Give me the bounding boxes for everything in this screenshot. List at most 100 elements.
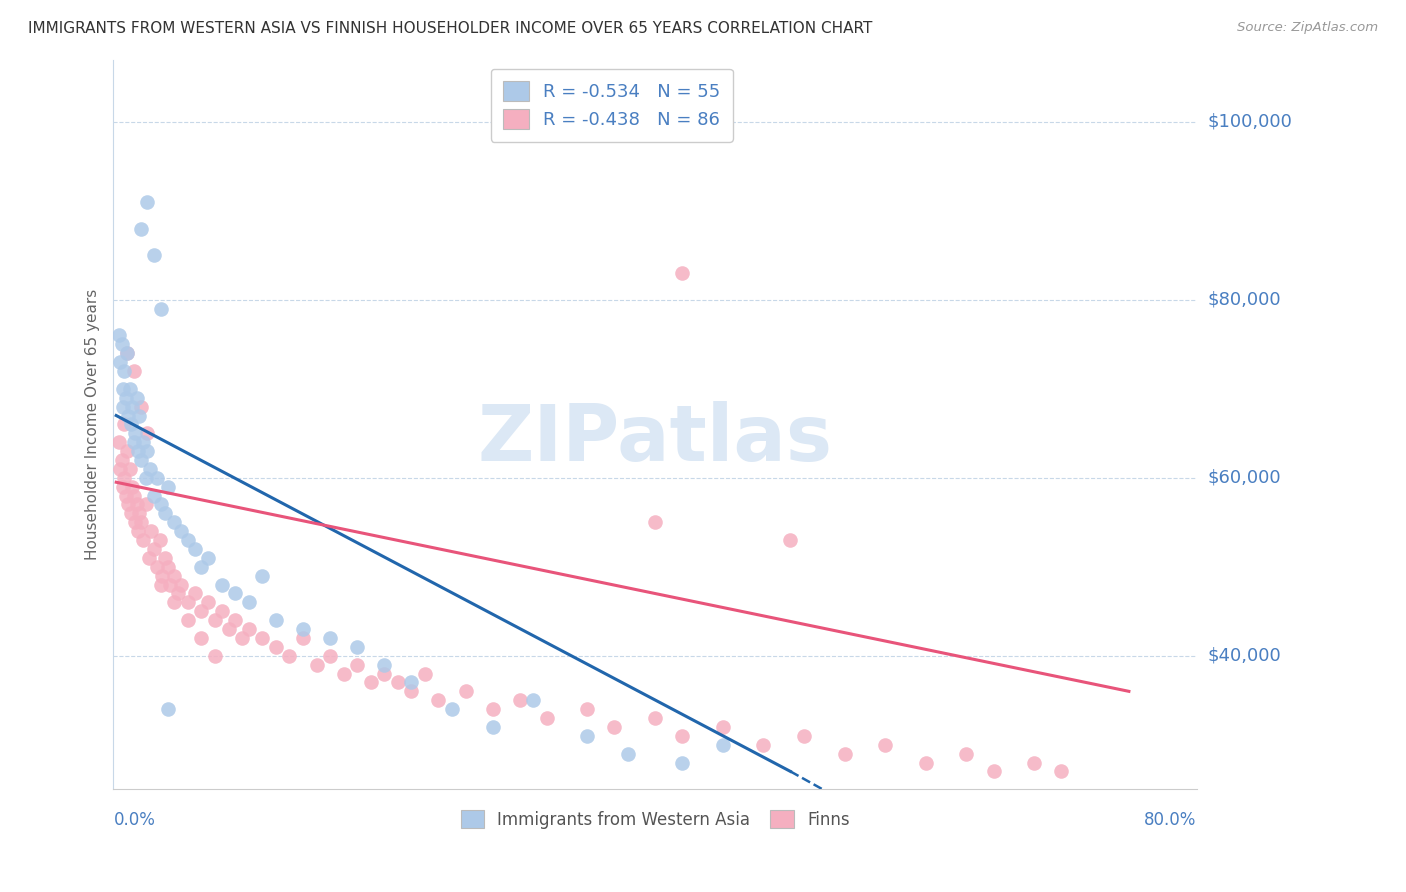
Point [170,524,193,538]
Point [115,346,138,360]
Point [576,702,599,716]
Point [644,516,666,530]
Point [752,738,775,752]
Point [143,489,166,503]
Point [125,498,148,512]
Point [983,764,1005,779]
Point [122,435,145,450]
Text: ZIPatlas: ZIPatlas [478,401,832,477]
Point [112,364,135,378]
Point [401,684,423,698]
Point [576,729,599,743]
Point [264,640,287,654]
Point [149,577,172,591]
Point [264,613,287,627]
Point [292,631,315,645]
Point [914,756,936,770]
Text: $80,000: $80,000 [1208,291,1281,309]
Point [111,382,134,396]
Point [112,471,135,485]
Point [146,471,169,485]
Point [522,693,544,707]
Point [127,524,149,538]
Point [177,613,200,627]
Point [135,471,157,485]
Point [149,498,172,512]
Point [132,533,155,547]
Point [150,568,173,582]
Point [211,577,233,591]
Point [481,720,503,734]
Point [346,657,368,672]
Point [671,756,693,770]
Point [124,426,146,441]
Point [143,248,166,262]
Point [156,559,179,574]
Point [183,541,205,556]
Point [163,595,186,609]
Point [128,409,150,423]
Point [292,622,315,636]
Point [108,328,131,343]
Point [163,568,186,582]
Point [319,631,342,645]
Point [129,221,152,235]
Point [138,550,160,565]
Point [481,702,503,716]
Point [127,444,149,458]
Point [163,516,186,530]
Point [319,648,342,663]
Point [132,435,155,450]
Point [346,640,368,654]
Point [332,666,354,681]
Point [955,747,977,761]
Point [122,489,145,503]
Text: IMMIGRANTS FROM WESTERN ASIA VS FINNISH HOUSEHOLDER INCOME OVER 65 YEARS CORRELA: IMMIGRANTS FROM WESTERN ASIA VS FINNISH … [28,21,873,36]
Point [125,391,148,405]
Point [617,747,640,761]
Point [779,533,801,547]
Point [117,498,139,512]
Point [1024,756,1046,770]
Point [114,391,136,405]
Point [115,444,138,458]
Point [110,462,132,476]
Point [141,524,163,538]
Point [387,675,409,690]
Point [183,586,205,600]
Point [190,604,212,618]
Point [136,426,159,441]
Point [136,194,159,209]
Point [252,631,274,645]
Point [238,622,260,636]
Point [603,720,626,734]
Point [360,675,382,690]
Point [644,711,666,725]
Point [114,489,136,503]
Point [111,400,134,414]
Point [204,613,226,627]
Point [190,559,212,574]
Point [110,453,132,467]
Text: $40,000: $40,000 [1208,647,1281,665]
Point [834,747,856,761]
Point [177,595,200,609]
Point [135,498,157,512]
Point [671,729,693,743]
Point [224,613,246,627]
Point [129,516,152,530]
Point [231,631,253,645]
Point [177,533,200,547]
Point [197,595,219,609]
Point [139,462,162,476]
Point [128,507,150,521]
Point [124,516,146,530]
Point [190,631,212,645]
Point [112,417,135,432]
Point [156,702,179,716]
Point [204,648,226,663]
Text: $100,000: $100,000 [1208,113,1292,131]
Point [108,435,131,450]
Point [373,666,395,681]
Point [121,480,143,494]
